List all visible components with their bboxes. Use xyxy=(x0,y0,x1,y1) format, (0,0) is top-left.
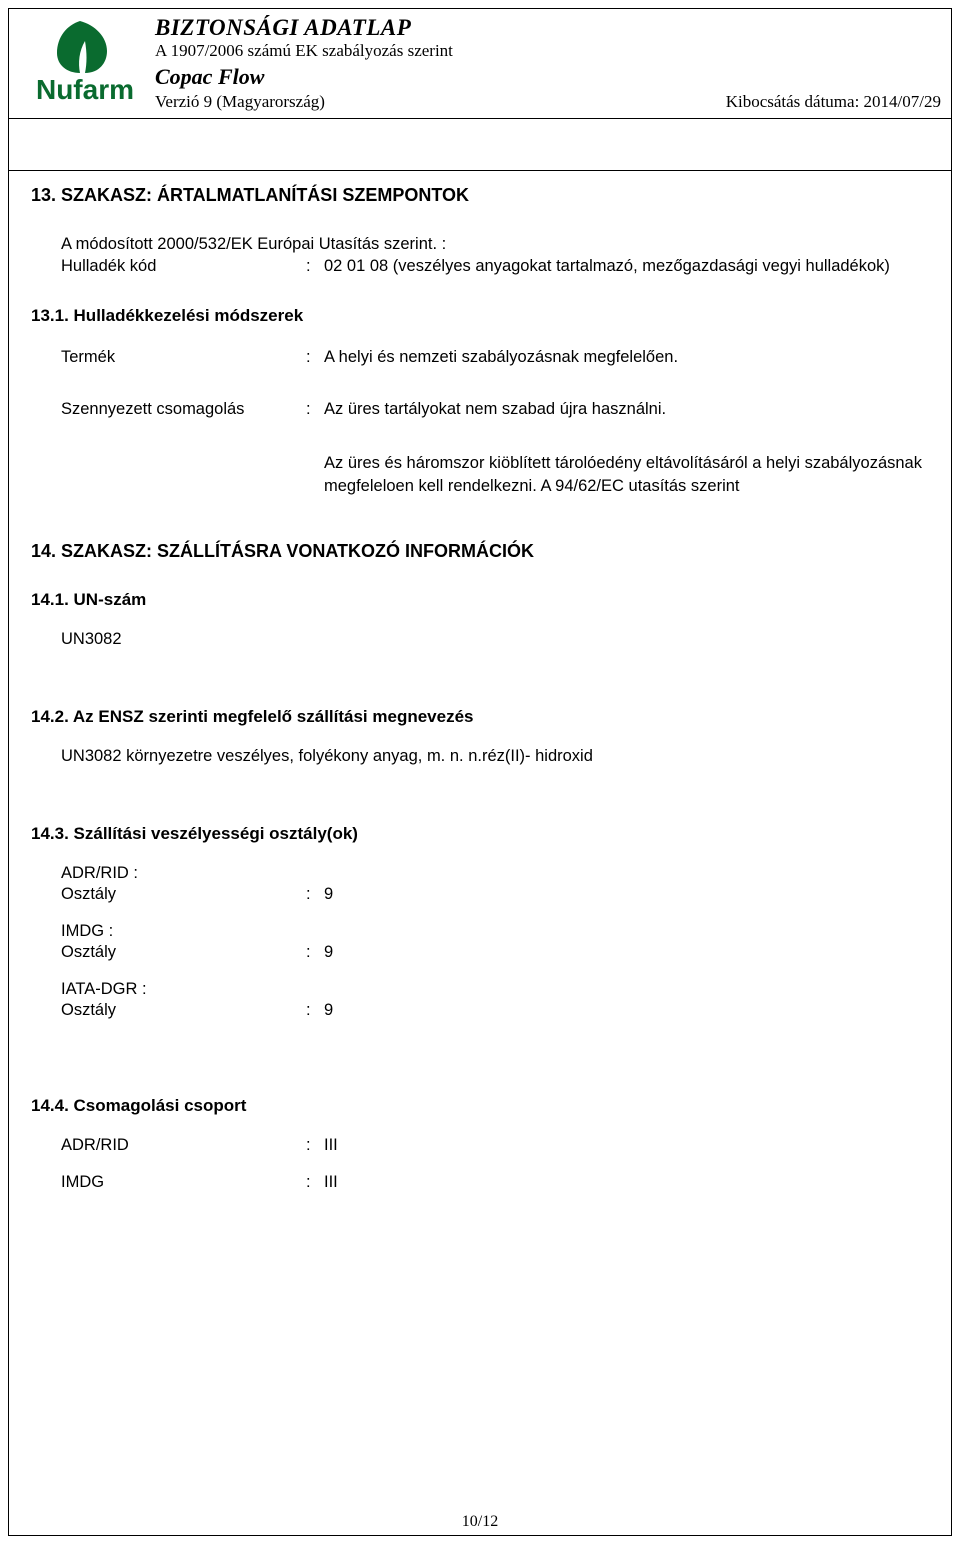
iata-label: IATA-DGR : xyxy=(61,980,929,999)
page-frame: Nufarm BIZTONSÁGI ADATLAP A 1907/2006 sz… xyxy=(8,8,952,1536)
page-number: 10/12 xyxy=(9,1513,951,1531)
imdg-label: IMDG : xyxy=(61,922,929,941)
header-gap xyxy=(9,119,951,171)
section-14-title: 14. SZAKASZ: SZÁLLÍTÁSRA VONATKOZÓ INFOR… xyxy=(31,541,929,562)
section-14-3-heading: 14.3. Szállítási veszélyességi osztály(o… xyxy=(31,824,929,844)
colon: : xyxy=(306,943,324,962)
imdg-plain: IMDG xyxy=(61,1173,306,1192)
nufarm-logo-icon: Nufarm xyxy=(25,15,145,107)
colon: : xyxy=(306,1136,324,1155)
packaging-value: Az üres tartályokat nem szabad újra hasz… xyxy=(324,398,929,420)
imdg-group: IMDG : Osztály : 9 xyxy=(61,922,929,962)
section-13-note: Az üres és háromszor kiöblített tárolóed… xyxy=(324,452,929,497)
product-name: Copac Flow xyxy=(155,64,941,90)
adr-rid-plain: ADR/RID xyxy=(61,1136,306,1155)
packing-group-value: III xyxy=(324,1173,338,1192)
adr-rid-packing-row: ADR/RID : III xyxy=(61,1136,929,1155)
class-value: 9 xyxy=(324,1001,333,1020)
packaging-label: Szennyezett csomagolás xyxy=(61,398,306,420)
svg-text:Nufarm: Nufarm xyxy=(36,74,134,105)
header-text-block: BIZTONSÁGI ADATLAP A 1907/2006 számú EK … xyxy=(155,15,941,112)
section-13-1-heading: 13.1. Hulladékkezelési módszerek xyxy=(31,306,929,326)
adr-rid-group: ADR/RID : Osztály : 9 xyxy=(61,864,929,904)
document-header: Nufarm BIZTONSÁGI ADATLAP A 1907/2006 sz… xyxy=(9,9,951,119)
section-14-4-heading: 14.4. Csomagolási csoport xyxy=(31,1096,929,1116)
issue-date: Kibocsátás dátuma: 2014/07/29 xyxy=(726,92,941,112)
colon: : xyxy=(306,346,324,368)
content-area: 13. SZAKASZ: ÁRTALMATLANÍTÁSI SZEMPONTOK… xyxy=(9,171,951,1192)
iata-group: IATA-DGR : Osztály : 9 xyxy=(61,980,929,1020)
class-value: 9 xyxy=(324,943,333,962)
colon: : xyxy=(306,255,324,277)
packing-group-value: III xyxy=(324,1136,338,1155)
waste-code-value: 02 01 08 (veszélyes anyagokat tartalmazó… xyxy=(324,255,929,277)
section-14-2-heading: 14.2. Az ENSZ szerinti megfelelő szállít… xyxy=(31,707,929,727)
section-13-title: 13. SZAKASZ: ÁRTALMATLANÍTÁSI SZEMPONTOK xyxy=(31,185,929,206)
imdg-packing-row: IMDG : III xyxy=(61,1173,929,1192)
version-row: Verzió 9 (Magyarország) Kibocsátás dátum… xyxy=(155,92,941,112)
product-value: A helyi és nemzeti szabályozásnak megfel… xyxy=(324,346,929,368)
sds-subtitle: A 1907/2006 számú EK szabályozás szerint xyxy=(155,41,941,61)
un-number: UN3082 xyxy=(61,630,929,649)
sds-title: BIZTONSÁGI ADATLAP xyxy=(155,15,941,41)
adr-rid-label: ADR/RID : xyxy=(61,864,929,883)
waste-code-row: Hulladék kód : 02 01 08 (veszélyes anyag… xyxy=(61,255,929,277)
class-label: Osztály xyxy=(61,885,306,904)
section-13-statement: A módosított 2000/532/EK Európai Utasítá… xyxy=(61,234,929,255)
section-14-1-heading: 14.1. UN-szám xyxy=(31,590,929,610)
class-label: Osztály xyxy=(61,943,306,962)
colon: : xyxy=(306,1173,324,1192)
product-label: Termék xyxy=(61,346,306,368)
class-value: 9 xyxy=(324,885,333,904)
version-text: Verzió 9 (Magyarország) xyxy=(155,92,325,112)
colon: : xyxy=(306,1001,324,1020)
class-label: Osztály xyxy=(61,1001,306,1020)
packaging-row: Szennyezett csomagolás : Az üres tartály… xyxy=(61,398,929,420)
logo-block: Nufarm xyxy=(15,15,155,107)
colon: : xyxy=(306,398,324,420)
colon: : xyxy=(306,885,324,904)
adr-rid-class-row: Osztály : 9 xyxy=(61,885,929,904)
product-row: Termék : A helyi és nemzeti szabályozásn… xyxy=(61,346,929,368)
imdg-class-row: Osztály : 9 xyxy=(61,943,929,962)
waste-code-label: Hulladék kód xyxy=(61,255,306,277)
iata-class-row: Osztály : 9 xyxy=(61,1001,929,1020)
shipping-name: UN3082 környezetre veszélyes, folyékony … xyxy=(61,747,929,766)
